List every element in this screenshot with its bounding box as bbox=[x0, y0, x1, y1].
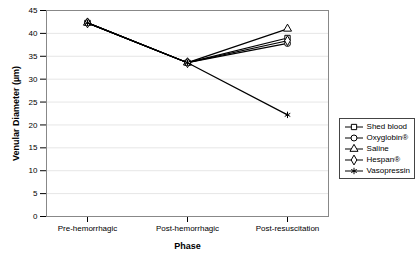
svg-text:15: 15 bbox=[29, 143, 38, 152]
svg-text:35: 35 bbox=[29, 52, 38, 61]
html-text:Vasopressin: Vasopressin bbox=[366, 166, 410, 175]
svg-text:25: 25 bbox=[29, 98, 38, 107]
svg-text:Venular Diameter (µm): Venular Diameter (µm) bbox=[11, 66, 21, 161]
html-text:Hespan®: Hespan® bbox=[366, 155, 400, 164]
svg-text:0: 0 bbox=[33, 212, 38, 221]
svg-text:Post-resuscitation: Post-resuscitation bbox=[256, 224, 320, 233]
svg-text:Post-hemorrhagic: Post-hemorrhagic bbox=[156, 224, 219, 233]
svg-text:20: 20 bbox=[29, 121, 38, 130]
svg-text:5: 5 bbox=[33, 189, 38, 198]
svg-text:10: 10 bbox=[29, 166, 38, 175]
svg-text:Pre-hemorrhagic: Pre-hemorrhagic bbox=[58, 224, 118, 233]
html-text:Oxyglobin®: Oxyglobin® bbox=[366, 133, 408, 142]
svg-text:45: 45 bbox=[29, 6, 38, 15]
html-text:Shed blood: Shed blood bbox=[366, 122, 407, 131]
svg-text:30: 30 bbox=[29, 75, 38, 84]
svg-text:Phase: Phase bbox=[174, 241, 201, 251]
svg-text:40: 40 bbox=[29, 29, 38, 38]
html-text:Saline: Saline bbox=[366, 144, 389, 153]
